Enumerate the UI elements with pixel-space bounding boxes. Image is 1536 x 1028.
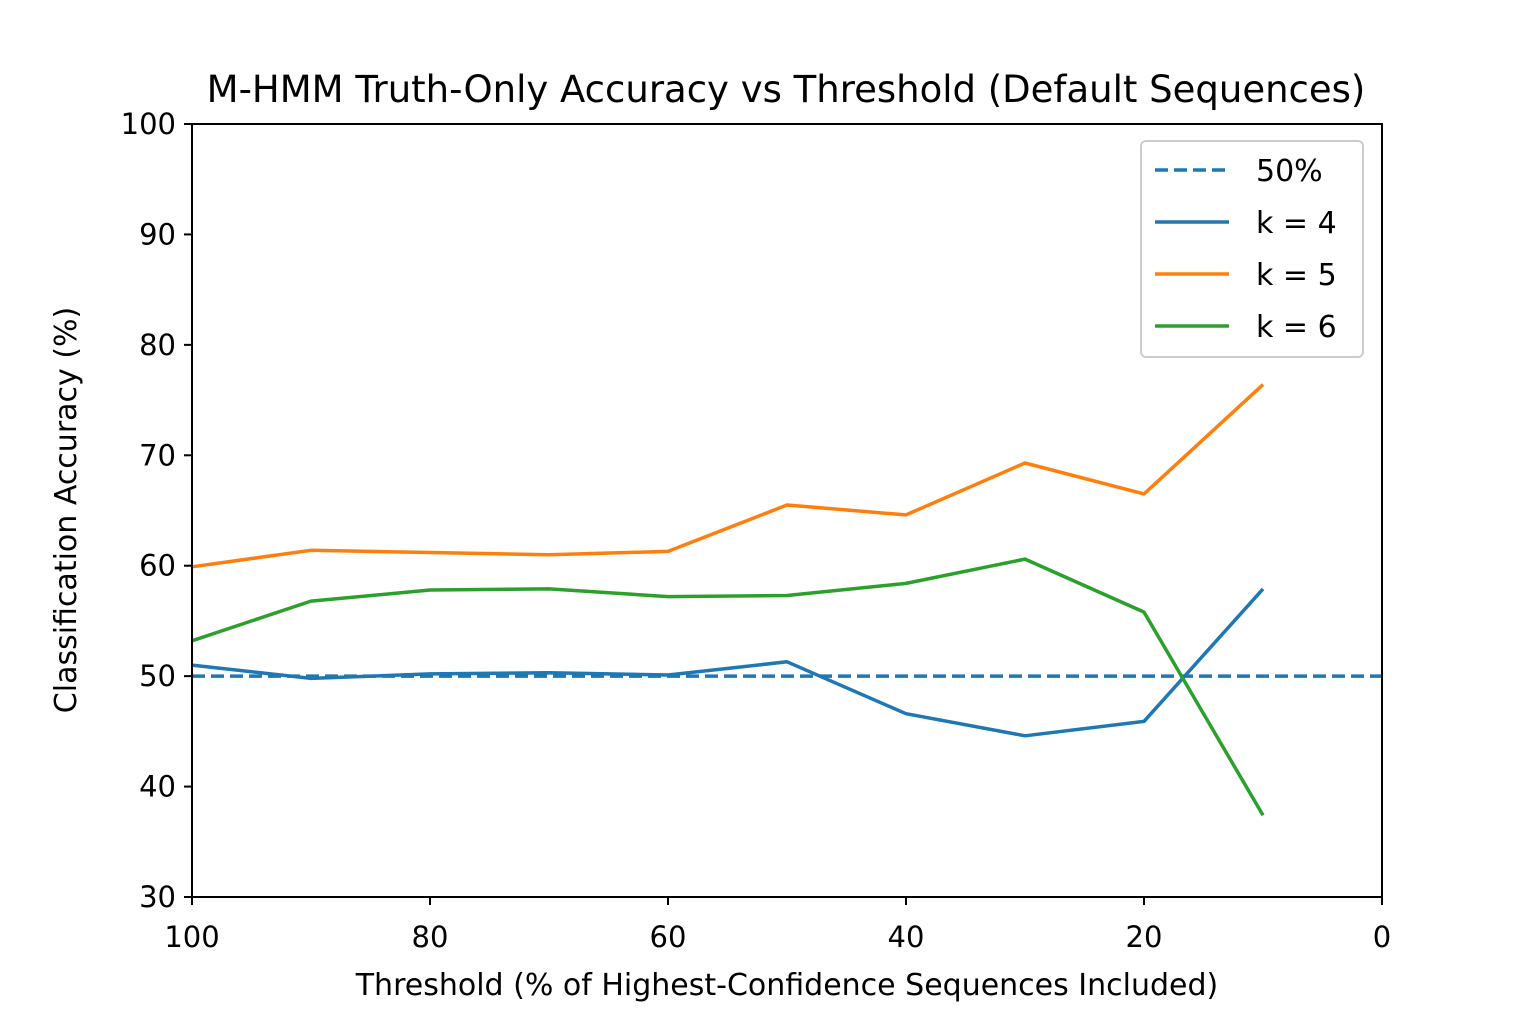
y-tick-label: 70: [139, 438, 176, 472]
legend: 50% k = 4 k = 5 k = 6: [1141, 141, 1363, 357]
legend-label: k = 4: [1256, 206, 1337, 241]
x-tick-label: 60: [650, 920, 687, 954]
legend-label: k = 6: [1256, 310, 1337, 345]
y-tick-label: 100: [121, 107, 176, 141]
x-axis-label: Threshold (% of Highest-Confidence Seque…: [355, 968, 1219, 1003]
y-axis-label: Classification Accuracy (%): [49, 307, 84, 713]
series-line-k4: [192, 589, 1263, 736]
chart-title: M-HMM Truth-Only Accuracy vs Threshold (…: [207, 68, 1366, 111]
series-line-k5: [192, 385, 1263, 567]
y-tick-label: 30: [139, 880, 176, 914]
y-tick-label: 90: [139, 217, 176, 251]
x-tick-label: 20: [1126, 920, 1163, 954]
x-tick-label: 0: [1373, 920, 1391, 954]
legend-label: 50%: [1256, 154, 1323, 189]
legend-label: k = 5: [1256, 258, 1337, 293]
y-tick-label: 60: [139, 549, 176, 583]
x-tick-label: 80: [412, 920, 449, 954]
y-tick-label: 80: [139, 328, 176, 362]
series-line-k6: [192, 559, 1263, 815]
y-tick-label: 40: [139, 770, 176, 804]
x-tick-label: 100: [164, 920, 219, 954]
x-tick-label: 40: [888, 920, 925, 954]
y-tick-label: 50: [139, 659, 176, 693]
plot-area: [192, 385, 1382, 816]
